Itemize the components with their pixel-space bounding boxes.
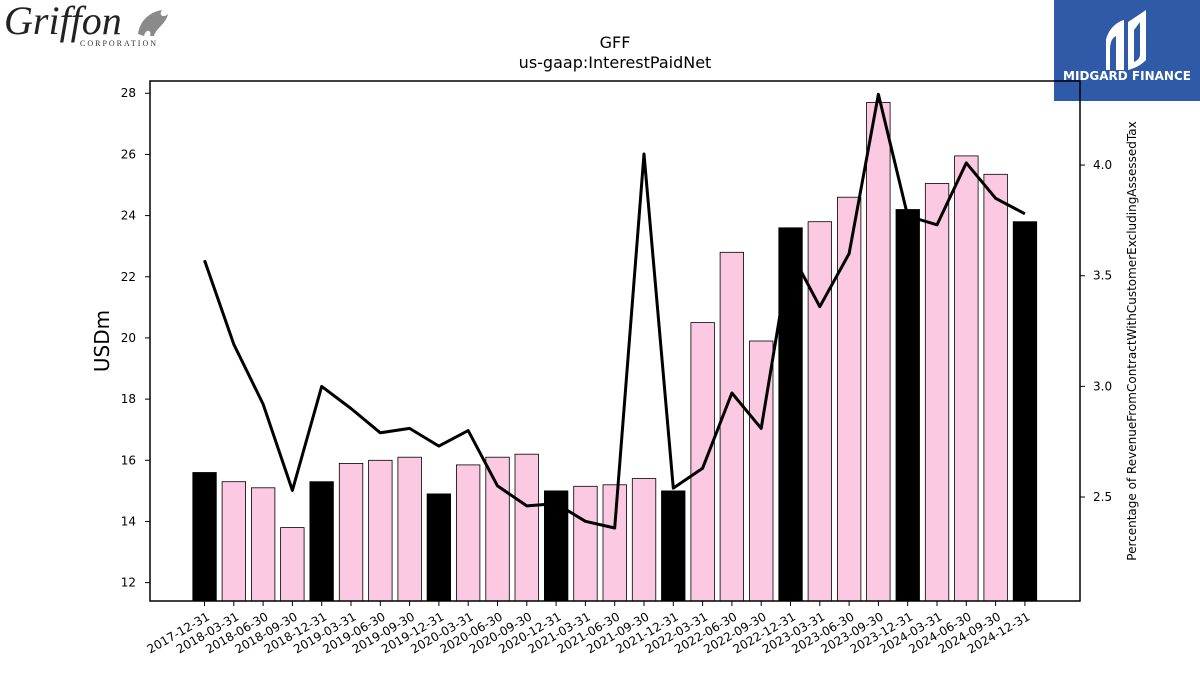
bar-2023-06-30 [837,196,862,602]
y-axis: 12 14 16 18 20 22 24 26 28 [121,86,150,590]
griffon-wordmark: Griffon [4,2,122,43]
bar-2020-06-30 [485,456,510,602]
griffin-icon [138,10,168,36]
y-axis-label: USDm [90,310,114,372]
bar-2018-06-30 [250,487,276,602]
bar-2017-12-31 [192,472,217,602]
bar-2022-06-30 [719,251,744,602]
y-tick-label: 22 [121,270,136,284]
midgard-mark-icon: MIDGARD FINANCE [1063,10,1191,83]
y-tick-label: 20 [121,331,136,345]
bar-2024-03-31 [924,183,950,602]
bar-2020-09-30 [514,453,539,602]
y2-tick-label: 3.5 [1093,269,1112,283]
y-tick-label: 12 [121,576,136,590]
y2-tick-label: 2.5 [1093,490,1112,504]
x-axis: 2017-12-312018-03-312018-06-302018-09-30… [145,601,1032,656]
bar-2021-09-30 [631,478,657,602]
y2-tick-label: 4.0 [1093,158,1112,172]
griffon-logo: Griffon CORPORATION [4,2,168,48]
bar-2018-09-30 [280,527,305,602]
chart-subtitle: us-gaap:InterestPaidNet [519,53,712,72]
y-tick-label: 16 [121,453,136,467]
bar-2024-06-30 [954,155,979,602]
y-tick-label: 26 [121,147,136,161]
bar-2023-09-30 [866,102,891,602]
griffon-subtext: CORPORATION [80,39,158,48]
midgard-finance-logo: MIDGARD FINANCE [1054,0,1200,101]
bar-2022-03-31 [690,322,715,602]
y-tick-label: 18 [121,392,136,406]
bar-2021-03-31 [573,485,598,602]
bar-2019-03-31 [338,462,364,602]
bar-2021-12-31 [661,490,686,602]
y-tick-label: 28 [121,86,136,100]
bar-2018-12-31 [309,481,334,602]
y-tick-label: 24 [121,209,136,223]
bar-2019-09-30 [397,456,422,602]
line-series [203,92,1026,530]
bar-2023-12-31 [895,209,920,602]
line-path [203,92,1026,530]
bar-2024-12-31 [1012,221,1038,602]
bar-2021-06-30 [602,484,627,602]
bar-2018-03-31 [221,481,247,602]
midgard-finance-text: MIDGARD FINANCE [1063,69,1191,83]
bar-2024-09-30 [983,173,1008,602]
bar-series [192,102,1038,602]
bar-2019-06-30 [368,459,393,602]
bar-2019-12-31 [426,493,452,602]
y-tick-label: 14 [121,514,136,528]
y2-axis-label: Percentage of RevenueFromContractWithCus… [1125,121,1139,560]
y2-tick-label: 3.0 [1093,379,1112,393]
y2-axis: 2.5 3.0 3.5 4.0 [1080,158,1112,504]
bar-2023-03-31 [807,221,832,602]
bar-2020-03-31 [455,464,481,602]
bar-2022-12-31 [778,227,803,602]
chart-title: GFF [600,33,631,52]
